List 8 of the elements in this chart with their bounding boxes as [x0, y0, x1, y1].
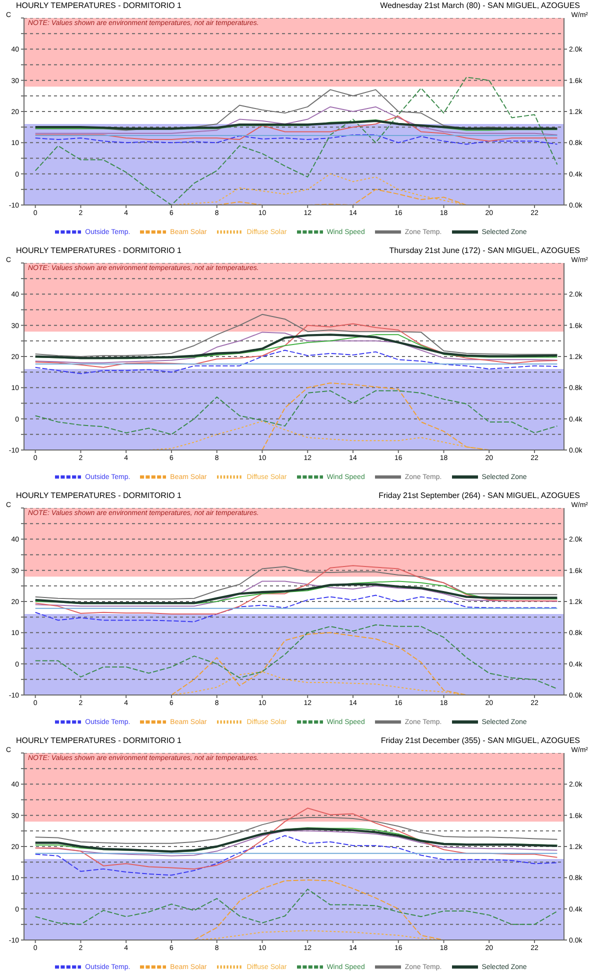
chart-subtitle: Wednesday 21st March (80) - SAN MIGUEL, AZOGUES: [380, 0, 580, 12]
chart-title: HOURLY TEMPERATURES - DORMITORIO 1: [16, 245, 182, 257]
chart-title: HOURLY TEMPERATURES - DORMITORIO 1: [16, 735, 182, 747]
chart-title: HOURLY TEMPERATURES - DORMITORIO 1: [16, 0, 182, 12]
chart-subtitle: Thursday 21st June (172) - SAN MIGUEL, AZOGUES: [389, 245, 580, 257]
chart-subtitle: Friday 21st September (264) - SAN MIGUEL, AZOGUES: [378, 490, 580, 502]
chart-subtitle: Friday 21st December (355) - SAN MIGUEL, AZOGUES: [380, 735, 580, 747]
chart-title: HOURLY TEMPERATURES - DORMITORIO 1: [16, 490, 182, 502]
